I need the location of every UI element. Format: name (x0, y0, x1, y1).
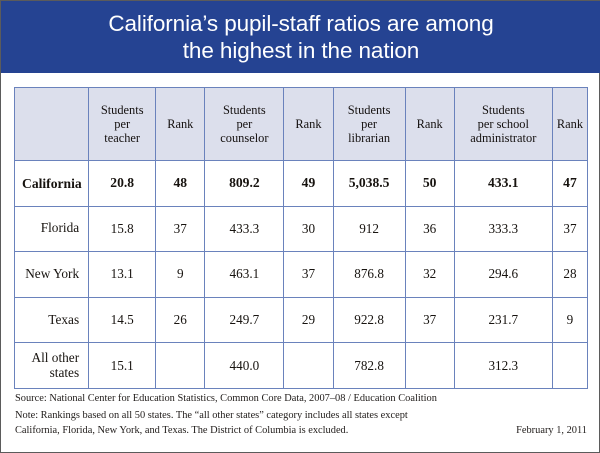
cell-rank-teacher: 37 (155, 205, 206, 253)
cell-rank-counselor: 30 (283, 205, 334, 253)
title-banner: California’s pupil-staff ratios are amon… (1, 1, 600, 73)
cell-state: Texas (13, 296, 90, 344)
cell-students-per-librarian: 5,038.5 (332, 160, 406, 207)
cell-state: Florida (13, 205, 90, 253)
cell-students-per-teacher: 15.8 (88, 205, 157, 253)
cell-rank-administrator: 37 (551, 205, 589, 253)
cell-students-per-teacher: 13.1 (88, 251, 157, 298)
methodology-note-line-1: Note: Rankings based on all 50 states. T… (15, 409, 408, 421)
cell-students-per-counselor: 440.0 (204, 342, 285, 389)
column-header-rank-administrator: Rank (551, 87, 589, 161)
data-table-container: Students per teacher Rank Students per c… (13, 87, 589, 389)
cell-rank-administrator: 28 (551, 251, 589, 298)
cell-students-per-librarian: 922.8 (332, 296, 406, 344)
cell-students-per-librarian: 912 (332, 205, 406, 253)
cell-rank-librarian (404, 342, 455, 389)
cell-rank-librarian: 50 (404, 160, 455, 207)
methodology-note-line-2: California, Florida, New York, and Texas… (15, 424, 349, 436)
cell-state: California (13, 160, 90, 207)
cell-students-per-counselor: 463.1 (204, 251, 285, 298)
page-title: California’s pupil-staff ratios are amon… (108, 10, 494, 63)
pupil-staff-ratio-table: Students per teacher Rank Students per c… (13, 87, 589, 389)
cell-rank-counselor: 37 (283, 251, 334, 298)
cell-students-per-librarian: 782.8 (332, 342, 406, 389)
column-header-students-per-administrator: Students per school administrator (453, 87, 553, 161)
cell-students-per-counselor: 809.2 (204, 160, 285, 207)
cell-state: New York (13, 251, 90, 298)
cell-rank-administrator: 9 (551, 296, 589, 344)
cell-students-per-administrator: 231.7 (453, 296, 553, 344)
cell-students-per-administrator: 312.3 (453, 342, 553, 389)
cell-rank-counselor: 49 (283, 160, 334, 207)
column-header-rank-teacher: Rank (155, 87, 206, 161)
cell-rank-counselor (283, 342, 334, 389)
column-header-students-per-counselor: Students per counselor (204, 87, 285, 161)
cell-rank-librarian: 32 (404, 251, 455, 298)
publication-date: February 1, 2011 (516, 424, 587, 436)
cell-students-per-teacher: 20.8 (88, 160, 157, 207)
table-row: Florida 15.8 37 433.3 30 912 36 333.3 37 (13, 205, 589, 253)
footnotes: Source: National Center for Education St… (15, 392, 587, 438)
cell-students-per-teacher: 15.1 (88, 342, 157, 389)
column-header-state (13, 87, 90, 161)
table-row: California 20.8 48 809.2 49 5,038.5 50 4… (13, 160, 589, 207)
cell-rank-administrator: 47 (551, 160, 589, 207)
cell-state: All other states (13, 342, 90, 389)
cell-students-per-counselor: 249.7 (204, 296, 285, 344)
cell-students-per-teacher: 14.5 (88, 296, 157, 344)
column-header-rank-librarian: Rank (404, 87, 455, 161)
cell-rank-counselor: 29 (283, 296, 334, 344)
cell-students-per-administrator: 294.6 (453, 251, 553, 298)
cell-rank-administrator (551, 342, 589, 389)
cell-rank-teacher: 9 (155, 251, 206, 298)
cell-rank-librarian: 37 (404, 296, 455, 344)
table-header-row: Students per teacher Rank Students per c… (13, 87, 589, 161)
column-header-students-per-librarian: Students per librarian (332, 87, 406, 161)
cell-students-per-administrator: 433.1 (453, 160, 553, 207)
table-row: All other states 15.1 440.0 782.8 312.3 (13, 342, 589, 389)
table-row: New York 13.1 9 463.1 37 876.8 32 294.6 … (13, 251, 589, 298)
table-row: Texas 14.5 26 249.7 29 922.8 37 231.7 9 (13, 296, 589, 344)
methodology-note-last-line: California, Florida, New York, and Texas… (15, 424, 587, 439)
column-header-students-per-teacher: Students per teacher (88, 87, 157, 161)
cell-rank-librarian: 36 (404, 205, 455, 253)
cell-students-per-librarian: 876.8 (332, 251, 406, 298)
cell-rank-teacher: 48 (155, 160, 206, 207)
source-note: Source: National Center for Education St… (15, 393, 437, 404)
column-header-rank-counselor: Rank (283, 87, 334, 161)
cell-rank-teacher (155, 342, 206, 389)
cell-rank-teacher: 26 (155, 296, 206, 344)
cell-students-per-counselor: 433.3 (204, 205, 285, 253)
cell-students-per-administrator: 333.3 (453, 205, 553, 253)
